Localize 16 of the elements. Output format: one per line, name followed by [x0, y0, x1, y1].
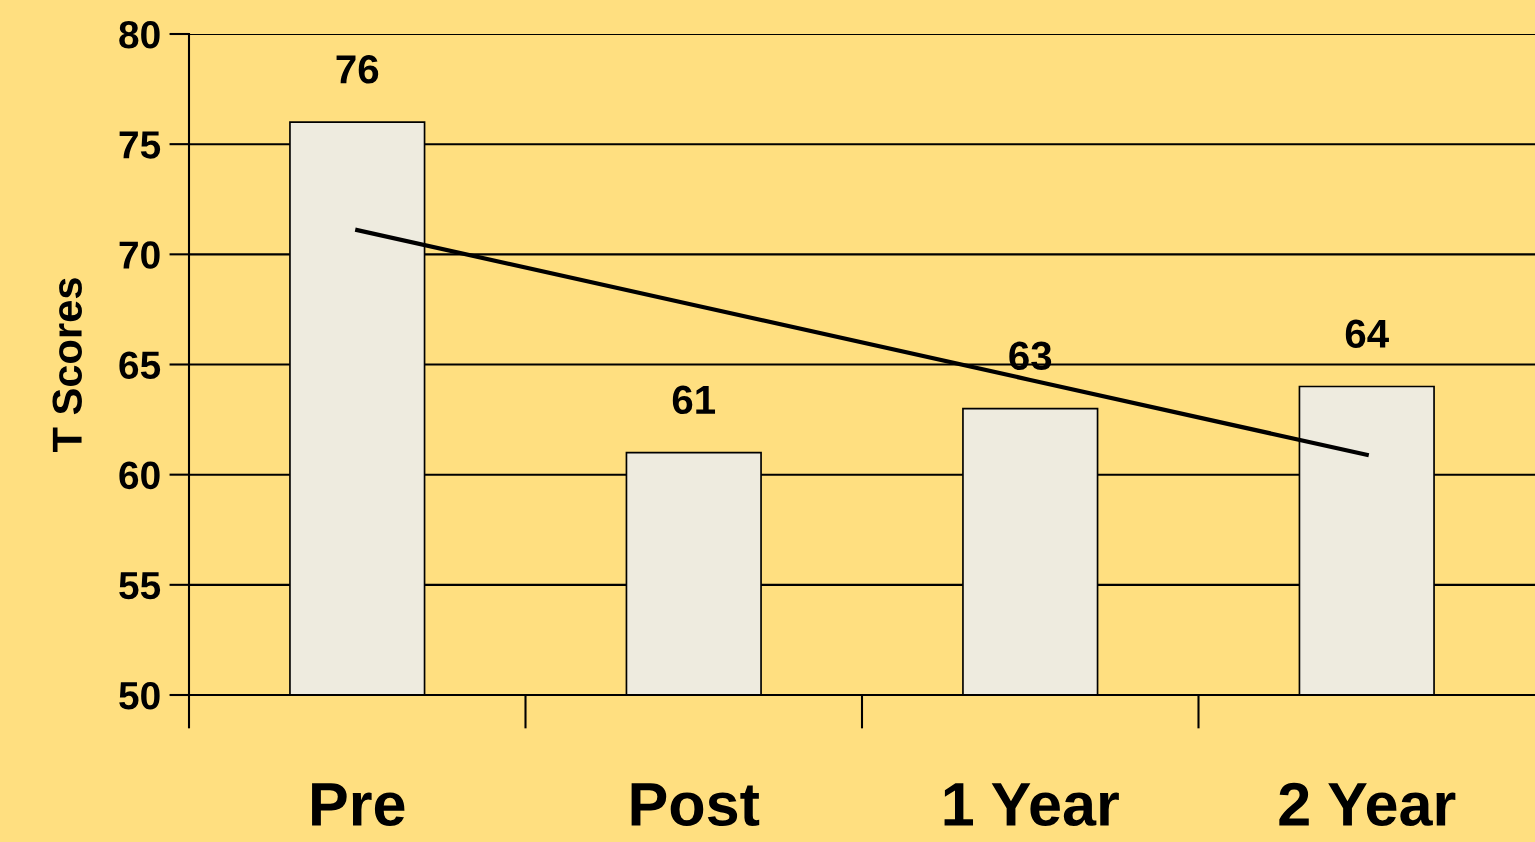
y-tick-label: 50 — [119, 681, 160, 710]
data-label: 64 — [1345, 319, 1389, 349]
x-tick-label: Pre — [312, 783, 405, 826]
y-tick-label: 70 — [119, 241, 160, 269]
y-tick-label: 65 — [119, 351, 161, 379]
y-axis-title: T Scores — [52, 278, 82, 453]
y-tick-label: 55 — [119, 572, 161, 600]
y-tick-label: 75 — [119, 131, 161, 159]
data-label: 61 — [672, 385, 716, 415]
y-tick-label: 60 — [119, 461, 160, 490]
data-label: 76 — [336, 55, 379, 84]
data-label: 63 — [1009, 341, 1052, 371]
x-tick-label: 1 Year — [944, 783, 1119, 826]
x-tick-label: Post — [631, 783, 760, 826]
x-tick-label: 2 Year — [1279, 782, 1456, 826]
y-tick-label: 80 — [119, 20, 160, 49]
